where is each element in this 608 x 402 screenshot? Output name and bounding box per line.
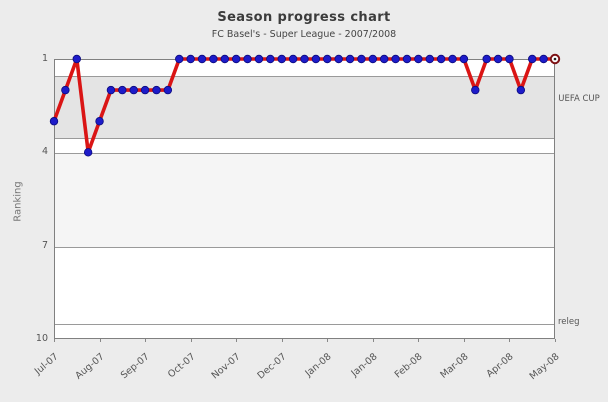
gridline-rank-1.5	[55, 75, 554, 77]
x-tick-mark	[463, 339, 465, 342]
chart-title: Season progress chart	[217, 10, 391, 25]
x-tick-label: Jan-08	[349, 351, 380, 380]
x-tick-label: Oct-07	[165, 351, 198, 381]
x-tick-mark	[54, 339, 55, 342]
x-tick-label: Jul-07	[32, 351, 61, 378]
chart-subtitle: FC Basel's - Super League - 2007/2008	[211, 29, 397, 40]
x-tick-mark	[281, 339, 283, 342]
y-tick-label: 7	[41, 239, 48, 251]
x-tick-mark	[418, 339, 420, 342]
gridline-rank-4	[55, 153, 554, 155]
mid-table-band	[55, 153, 554, 247]
x-tick-label: Mar-08	[438, 351, 471, 381]
x-tick-mark	[372, 339, 374, 342]
x-tick-label: Aug-07	[72, 351, 107, 382]
x-tick-label: Sep-07	[118, 351, 152, 382]
x-tick-label: Dec-07	[255, 351, 289, 382]
x-tick-mark	[190, 339, 192, 342]
x-tick-mark	[99, 339, 101, 342]
uefa-cup-zone-label: UEFA CUP	[558, 94, 600, 104]
x-tick-mark	[145, 339, 147, 342]
x-tick-label: Apr-08	[484, 351, 516, 380]
uefa-cup-band	[55, 75, 554, 138]
y-tick-label: 1	[41, 53, 48, 64]
x-tick-mark	[509, 339, 511, 342]
x-tick-label: Feb-08	[393, 351, 425, 381]
plot-area	[54, 59, 555, 339]
x-tick-label: May-08	[527, 351, 562, 383]
y-axis-label: Ranking	[12, 181, 24, 222]
x-tick-mark	[327, 339, 329, 342]
x-tick-label: Nov-07	[209, 351, 243, 382]
y-tick-label: 4	[41, 146, 48, 158]
y-tick-label: 10	[35, 333, 48, 344]
gridline-rank-9.5	[55, 324, 554, 326]
x-tick-label: Jan-08	[303, 351, 334, 380]
x-tick-mark	[555, 339, 556, 342]
x-tick-mark	[236, 339, 238, 342]
gridline-rank-3.5	[55, 137, 554, 139]
relegation-zone-label: releg	[558, 317, 580, 327]
gridline-rank-7	[55, 246, 554, 248]
